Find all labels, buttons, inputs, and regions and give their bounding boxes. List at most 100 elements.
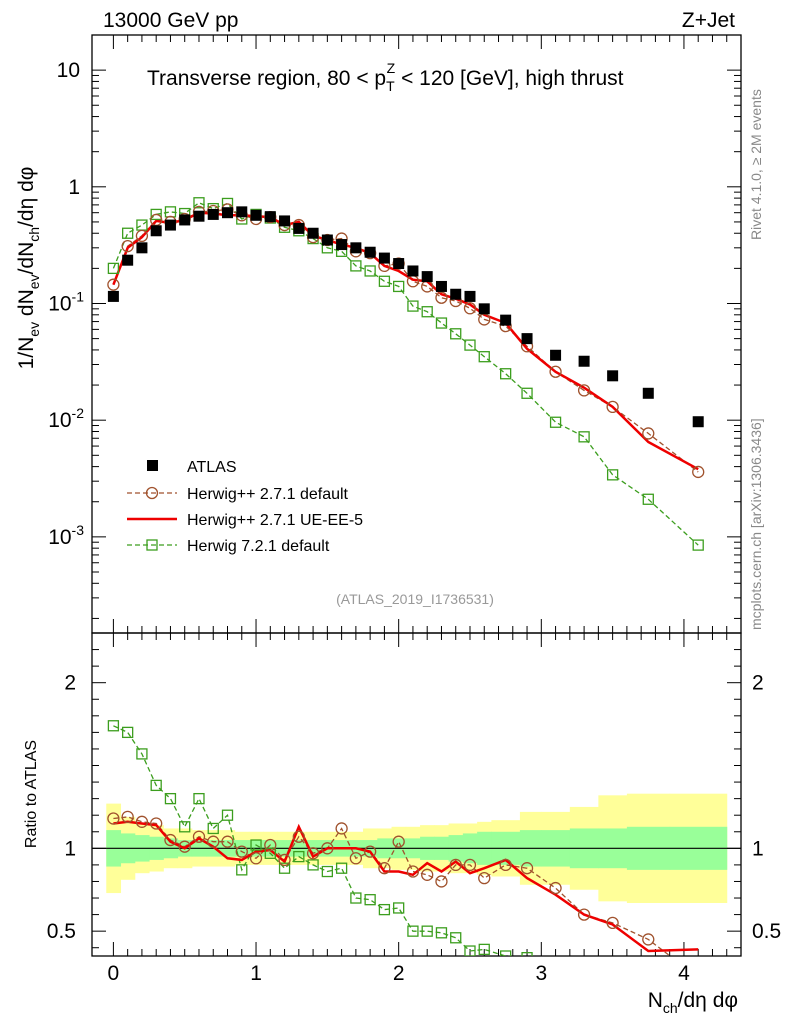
ratio-point-herwig721	[264, 847, 276, 859]
ratio-point-herwig721	[378, 903, 391, 916]
ratio-point-herwig721	[307, 859, 319, 871]
data-point-herwig721	[193, 197, 205, 209]
ratio-point-herwigpp-default	[235, 845, 248, 858]
data-point-herwig721	[122, 227, 134, 239]
legend-label-herwigpp-default: Herwig++ 2.7.1 default	[187, 486, 349, 503]
data-point-herwig721	[136, 219, 148, 231]
data-point-atlas	[607, 370, 619, 382]
ratio-point-herwig721	[236, 864, 248, 876]
data-point-atlas	[642, 387, 654, 399]
ratio-point-herwigpp-default	[306, 847, 320, 860]
ratio-point-herwigpp-default	[693, 972, 704, 983]
data-point-atlas	[407, 265, 419, 277]
data-point-herwig721	[499, 368, 512, 380]
data-point-herwig721	[464, 339, 476, 351]
ratio-point-herwig721	[321, 865, 334, 878]
ratio-point-herwig721	[435, 927, 448, 939]
y-tick-label-right: 2	[752, 672, 764, 695]
data-point-herwig721	[407, 300, 419, 312]
ratio-point-herwigpp-default	[107, 812, 120, 825]
data-point-herwigpp-default	[107, 278, 120, 291]
legend-marker-atlas	[147, 460, 158, 471]
ratio-point-herwigpp-default	[606, 916, 619, 930]
ratio-point-herwig721	[421, 925, 433, 937]
data-point-atlas	[336, 239, 348, 251]
ratio-point-herwigpp-default	[421, 868, 434, 881]
x-tick-label: 4	[678, 962, 690, 985]
data-point-atlas	[164, 219, 176, 231]
data-point-atlas	[450, 288, 462, 300]
ratio-point-herwigpp-default	[292, 830, 305, 843]
ratio-point-herwig721	[579, 971, 589, 981]
data-point-atlas	[193, 210, 205, 222]
main-series	[107, 197, 705, 551]
ratio-point-herwig721	[107, 720, 120, 732]
series-line-herwigpp-default	[112, 208, 699, 473]
rivet-version-label: Rivet 4.1.0, ≥ 2M events	[748, 89, 764, 240]
data-point-herwigpp-default	[642, 427, 655, 440]
process-label: Z+Jet	[682, 9, 735, 32]
y-tick-label: 1	[68, 176, 80, 199]
y-tick-label: 10-2	[48, 405, 84, 432]
data-point-herwig721	[606, 469, 619, 481]
legend-label-herwig721: Herwig 7.2.1 default	[187, 538, 330, 555]
data-point-herwig721	[435, 317, 448, 329]
ratio-point-herwigpp-default	[463, 858, 477, 872]
ratio-point-herwig721	[407, 925, 419, 937]
ratio-point-herwigpp-default	[121, 810, 134, 824]
plot-title: Transverse region, 80 < pTZ < 120 [GeV],…	[147, 60, 624, 94]
data-point-atlas	[179, 214, 191, 226]
ratio-point-herwigpp-default	[406, 865, 420, 878]
data-point-herwig721	[692, 539, 704, 551]
x-tick-label: 0	[108, 962, 120, 985]
data-point-atlas	[350, 242, 362, 254]
ratio-point-herwig721	[293, 850, 305, 863]
ratio-point-herwigpp-default	[178, 840, 191, 853]
ratio-point-herwig721	[207, 822, 219, 835]
main-axis-ticks: 10-3 10-2 10-1 1 10	[48, 34, 741, 633]
data-point-atlas	[207, 208, 219, 220]
data-point-atlas	[136, 242, 148, 254]
ratio-point-herwigpp-default	[135, 815, 149, 828]
data-point-herwig721	[549, 416, 562, 428]
ratio-y-axis-label: Ratio to ATLAS	[23, 740, 40, 848]
series-line-herwig721	[112, 202, 699, 546]
data-point-herwig721	[350, 260, 362, 272]
x-tick-label: 1	[250, 962, 262, 985]
main-y-axis-label: 1/Nev dNev/dNch/dη dφ	[15, 167, 42, 370]
ratio-point-herwig721	[150, 779, 162, 792]
data-point-atlas	[421, 271, 433, 283]
data-point-herwigpp-default	[577, 384, 591, 397]
y-tick-label-right: 1	[752, 837, 764, 860]
ratio-point-herwig721	[122, 726, 134, 739]
x-axis-label: Nch/dη dφ	[648, 989, 738, 1016]
data-point-atlas	[692, 416, 704, 428]
y-tick-label: 10-3	[48, 522, 84, 549]
y-tick-label: 0.5	[47, 920, 76, 943]
ratio-point-herwig721	[164, 792, 177, 805]
data-point-herwig721	[478, 351, 490, 363]
data-point-atlas	[279, 215, 291, 227]
ratio-point-herwigpp-default	[221, 835, 234, 848]
data-point-atlas	[222, 207, 234, 219]
legend-label-atlas: ATLAS	[187, 459, 237, 476]
ratio-point-herwig721	[499, 950, 512, 956]
data-point-herwigpp-default	[549, 365, 562, 378]
ratio-point-herwig721	[450, 932, 462, 944]
ratio-point-herwigpp-default	[207, 835, 220, 848]
ratio-point-herwigpp-default	[378, 862, 391, 875]
data-point-herwigpp-default	[435, 291, 448, 304]
beam-label: 13000 GeV pp	[103, 9, 238, 32]
ratio-point-herwigpp-default	[150, 817, 163, 830]
data-point-atlas	[550, 349, 562, 361]
y-tick-label: 1	[64, 837, 76, 860]
ratio-point-herwig721	[335, 862, 348, 874]
ratio-point-herwigpp-default	[264, 838, 277, 852]
ratio-point-herwig721	[350, 892, 362, 904]
data-point-herwigpp-default	[463, 302, 477, 315]
ratio-point-herwigpp-default	[435, 875, 448, 888]
data-point-herwig721	[521, 387, 533, 399]
ratio-point-herwigpp-default	[249, 852, 263, 865]
ratio-series	[107, 720, 704, 983]
